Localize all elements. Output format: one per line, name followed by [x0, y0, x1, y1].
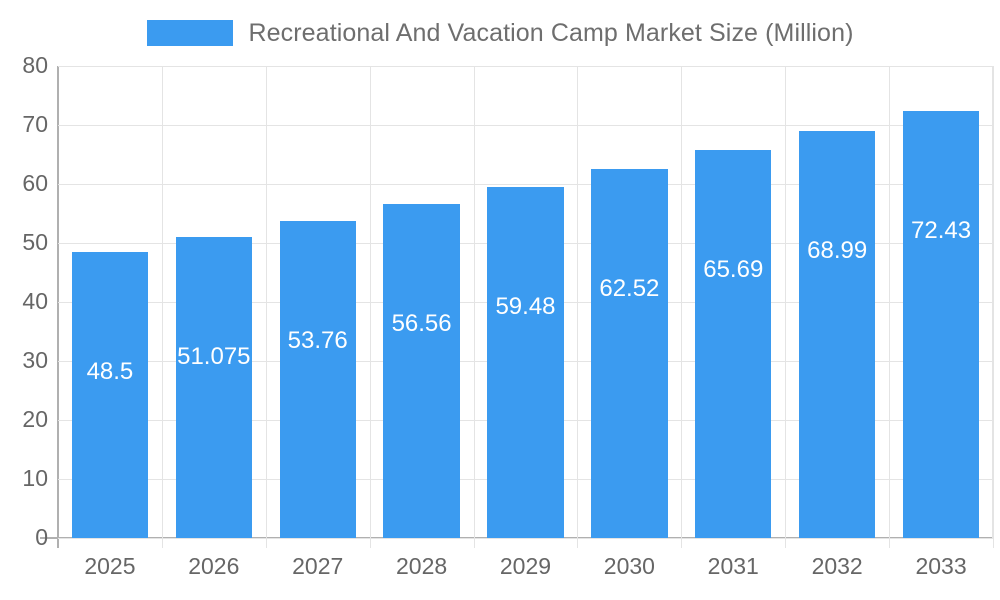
bar[interactable]: [591, 169, 668, 538]
y-axis-tick-label: 40: [22, 288, 48, 314]
y-axis-tick-label: 20: [22, 406, 48, 432]
gridline-horizontal: [58, 538, 993, 539]
plot-right-border: [992, 66, 993, 538]
bar[interactable]: [487, 187, 564, 538]
x-axis-tick-label: 2033: [915, 553, 967, 579]
y-axis-tick-label: 30: [22, 347, 48, 373]
gridline-vertical: [370, 66, 371, 548]
y-axis-tick-label: 80: [22, 52, 48, 78]
x-axis-tick-label: 2030: [603, 553, 655, 579]
y-axis-tick-label: 0: [35, 524, 48, 550]
bar[interactable]: [71, 251, 149, 538]
x-axis-tick-label: 2025: [84, 553, 136, 579]
gridline-vertical: [474, 66, 475, 548]
y-axis-line: [57, 66, 59, 548]
y-axis-tick-label: 70: [22, 111, 48, 137]
y-axis-tick-label: 10: [22, 465, 48, 491]
gridline-vertical: [785, 66, 786, 548]
x-axis-tick-label: 2028: [396, 553, 448, 579]
legend-label[interactable]: Recreational And Vacation Camp Market Si…: [248, 18, 854, 47]
gridline-vertical: [577, 66, 578, 548]
gridline-vertical: [266, 66, 267, 548]
gridline-horizontal: [58, 125, 993, 126]
gridline-vertical: [993, 66, 994, 548]
bar[interactable]: [279, 220, 356, 538]
x-axis-tick-label: 2027: [292, 553, 344, 579]
gridline-horizontal: [58, 66, 993, 67]
gridline-vertical: [889, 66, 890, 548]
legend-color-swatch[interactable]: [146, 20, 233, 46]
gridline-horizontal: [58, 184, 993, 185]
x-axis-tick-label: 2032: [811, 553, 863, 579]
plot-area: 48.5 51.075 53.76 56.56 59.48 62.52 65.69 68.99…: [58, 66, 994, 548]
gridline-vertical: [162, 66, 163, 548]
bar[interactable]: [695, 150, 772, 538]
x-axis-tick-label: 2031: [707, 553, 759, 579]
bar[interactable]: [383, 204, 460, 538]
y-axis-tick-label: 50: [22, 229, 48, 255]
bar[interactable]: [902, 110, 980, 538]
bar[interactable]: [798, 130, 876, 538]
x-axis-tick-label: 2026: [188, 553, 240, 579]
bar[interactable]: [175, 236, 252, 538]
chart-legend: Recreational And Vacation Camp Market Si…: [0, 14, 1000, 52]
gridline-vertical: [681, 66, 682, 548]
x-axis-tick-label: 2029: [499, 553, 552, 579]
y-axis-tick-label: 60: [22, 170, 48, 196]
